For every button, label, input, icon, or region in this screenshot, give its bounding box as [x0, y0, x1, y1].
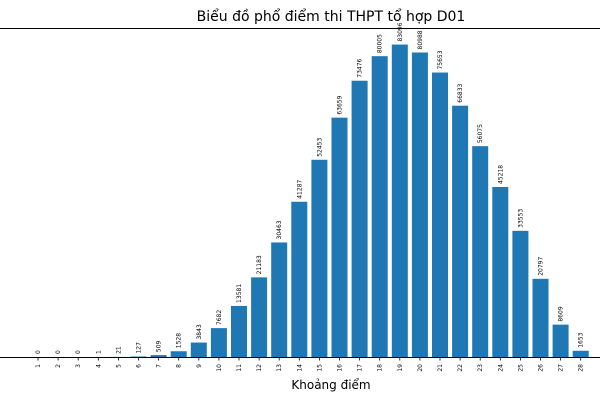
bar-23	[472, 146, 489, 357]
x-tick-label-23: 23	[477, 364, 484, 372]
value-label-9: 3843	[196, 324, 203, 339]
value-label-27: 8609	[558, 306, 565, 321]
value-label-28: 1653	[578, 332, 585, 347]
value-label-12: 21183	[256, 255, 263, 274]
value-label-21: 75653	[437, 50, 444, 69]
value-label-1: 0	[35, 350, 42, 354]
value-label-19: 83096	[397, 22, 404, 41]
bar-12	[251, 277, 268, 357]
x-tick-label-26: 26	[538, 364, 545, 372]
x-tick-label-1: 1	[35, 364, 42, 368]
x-axis-label: Khoảng điểm	[291, 378, 370, 392]
x-tick-label-15: 15	[316, 364, 323, 372]
x-tick-label-7: 7	[156, 364, 163, 368]
x-tick-label-17: 17	[357, 364, 364, 372]
x-tick-label-20: 20	[417, 364, 424, 372]
value-label-13: 30463	[276, 220, 283, 239]
bar-22	[452, 105, 469, 358]
value-label-25: 33553	[517, 209, 524, 228]
bar-24	[492, 186, 509, 357]
x-tick-label-21: 21	[437, 364, 444, 372]
bar-8	[170, 351, 187, 357]
x-tick-label-24: 24	[497, 364, 504, 372]
bar-11	[231, 305, 247, 357]
value-label-5: 21	[115, 346, 122, 354]
value-label-2: 0	[55, 350, 62, 354]
x-tick-label-8: 8	[176, 364, 183, 368]
x-tick-label-2: 2	[55, 364, 62, 368]
chart-title: Biểu đồ phổ điểm thi THPT tổ hợp D01	[197, 8, 466, 25]
x-tick-label-12: 12	[256, 364, 263, 372]
value-label-6: 127	[136, 342, 143, 354]
value-label-17: 73476	[357, 58, 364, 77]
x-tick-label-22: 22	[457, 364, 464, 372]
value-label-26: 20797	[538, 257, 545, 276]
bar-13	[271, 242, 288, 357]
x-tick-label-18: 18	[377, 364, 384, 372]
x-ticks-group: 1 2 3 4 5 6 7 8 9 10 11 12 13 14 15 16 17 18 19 20 21 22 23 24 2…	[35, 357, 585, 372]
bar-17	[351, 80, 368, 357]
x-tick-label-13: 13	[276, 364, 283, 372]
value-label-8: 1528	[176, 333, 183, 348]
bar-15	[311, 159, 328, 357]
bars-group	[110, 44, 589, 358]
value-label-23: 56075	[477, 124, 484, 143]
x-tick-label-14: 14	[296, 364, 303, 372]
x-tick-label-3: 3	[75, 364, 82, 368]
value-label-18: 80005	[377, 34, 384, 53]
value-label-24: 45218	[497, 165, 504, 184]
bar-9	[190, 342, 207, 357]
value-labels-group: 0 0 0 1 21 127 509 1528 3843 7682 13581 21183 30463 4…	[35, 22, 585, 354]
bar-20	[411, 52, 428, 358]
bar-21	[432, 72, 448, 357]
x-tick-label-16: 16	[337, 364, 344, 372]
value-label-14: 41287	[296, 179, 303, 198]
x-tick-label-25: 25	[517, 364, 524, 372]
bar-26	[532, 278, 549, 357]
x-tick-label-10: 10	[216, 364, 223, 372]
x-tick-label-4: 4	[95, 364, 102, 368]
x-tick-label-28: 28	[578, 364, 585, 372]
x-tick-label-27: 27	[558, 364, 565, 372]
x-tick-label-9: 9	[196, 364, 203, 368]
value-label-15: 52453	[316, 138, 323, 157]
x-tick-label-19: 19	[397, 364, 404, 372]
value-label-4: 1	[95, 350, 102, 354]
value-label-10: 7682	[216, 310, 223, 325]
bar-7	[150, 355, 167, 357]
bar-19	[391, 44, 408, 358]
x-tick-label-11: 11	[236, 364, 243, 372]
value-label-20: 80988	[417, 30, 424, 49]
bar-27	[552, 324, 569, 357]
bar-16	[331, 117, 348, 357]
bar-25	[512, 230, 529, 357]
bar-10	[210, 328, 227, 357]
bar-28	[572, 350, 589, 357]
bar-18	[371, 56, 388, 358]
value-label-16: 63659	[337, 95, 344, 114]
x-tick-label-5: 5	[115, 364, 122, 368]
x-tick-label-6: 6	[136, 364, 143, 368]
value-label-22: 66833	[457, 83, 464, 102]
value-label-11: 13581	[236, 284, 243, 303]
value-label-7: 509	[156, 340, 163, 352]
value-label-3: 0	[75, 350, 82, 354]
bar-14	[291, 201, 308, 357]
